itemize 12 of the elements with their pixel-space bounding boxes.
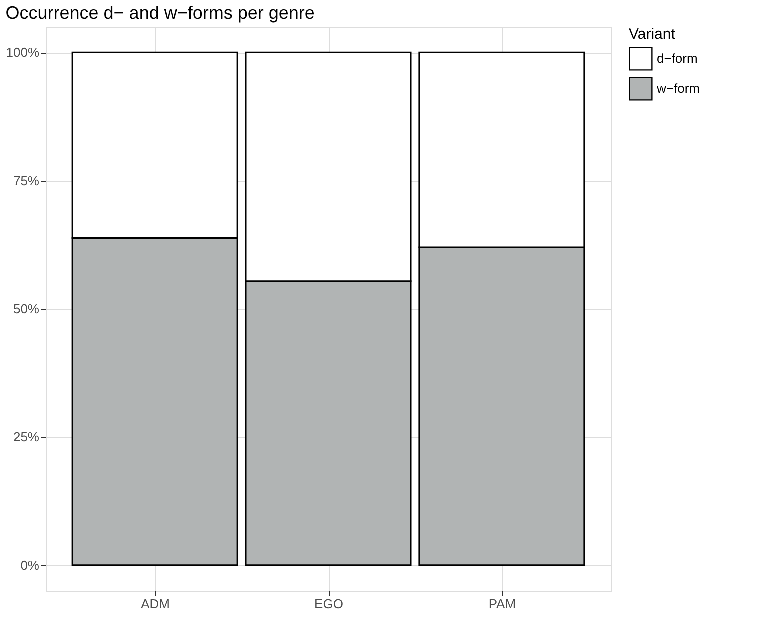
legend-title: Variant	[629, 26, 676, 43]
legend-label: w−form	[656, 81, 700, 96]
y-tick-label: 100%	[6, 45, 40, 60]
y-tick-label: 75%	[13, 173, 40, 188]
x-tick-label: ADM	[141, 596, 170, 612]
y-tick-label: 50%	[13, 302, 40, 316]
y-tick-label: 25%	[13, 430, 40, 445]
legend-label: d−form	[657, 51, 698, 66]
x-tick-label: EGO	[314, 596, 344, 612]
chart-title: Occurrence d− and w−forms per genre	[6, 3, 315, 23]
x-tick-label: PAM	[488, 596, 516, 612]
y-tick-label: 0%	[20, 558, 40, 573]
